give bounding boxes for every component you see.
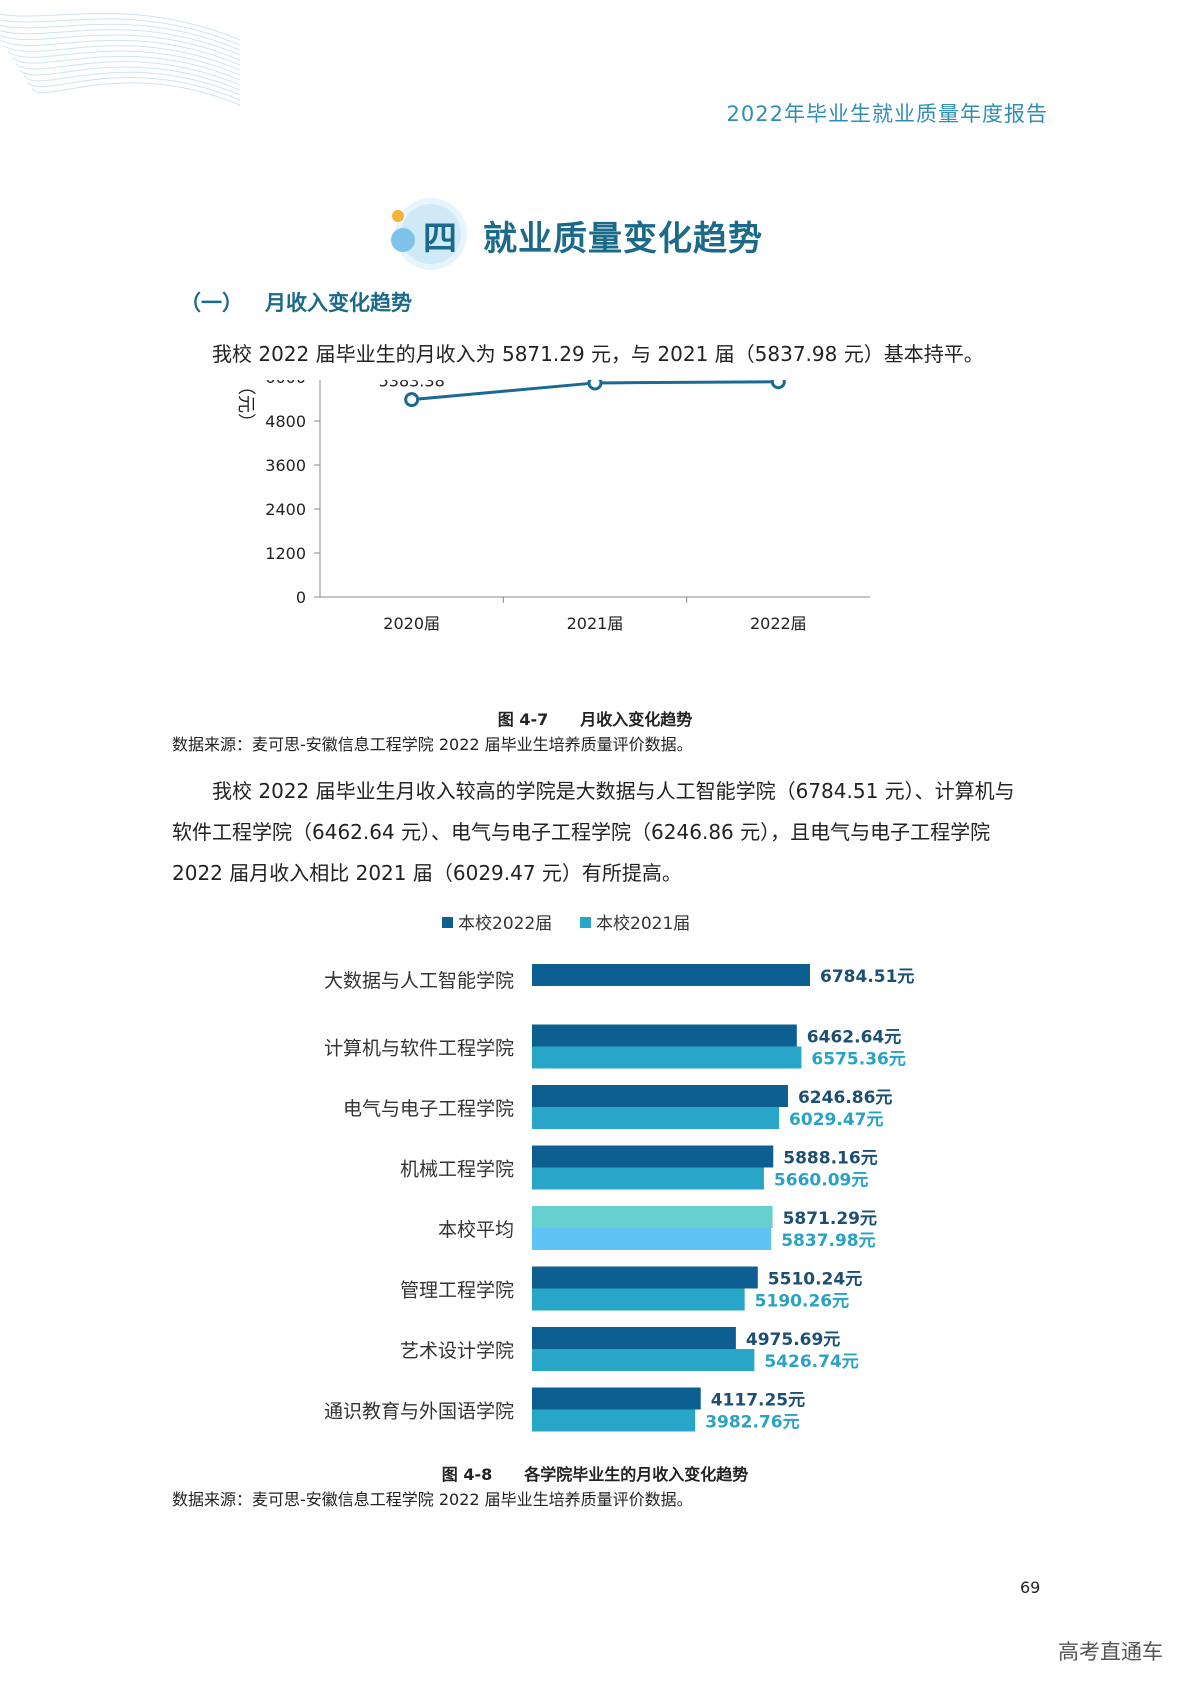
report-header-title: 2022年毕业生就业质量年度报告: [726, 102, 1048, 126]
legend-label-2021: 本校2021届: [596, 914, 690, 934]
wave-line: [0, 13, 240, 41]
category-label: 计算机与软件工程学院: [324, 1038, 514, 1060]
wave-line: [0, 39, 240, 66]
wave-line: [0, 23, 240, 51]
page-number: 69: [1020, 1578, 1041, 1597]
bar-label-2022: 6784.51元: [820, 967, 914, 987]
section-title: 就业质量变化趋势: [483, 218, 763, 259]
bar-label-2021: 5837.98元: [781, 1231, 875, 1251]
bar-label-2022: 6462.64元: [807, 1028, 901, 1048]
bar-2021: [532, 1046, 802, 1069]
category-label: 机械工程学院: [400, 1159, 514, 1181]
paragraph-college-line3: 2022 届月收入相比 2021 届（6029.47 元）有所提高。: [172, 861, 682, 885]
wave-line: [23, 71, 240, 96]
x-tick-label: 2021届: [567, 614, 624, 633]
y-tick-label: 1200: [265, 544, 306, 563]
figure-4-7-source: 数据来源：麦可思-安徽信息工程学院 2022 届毕业生培养质量评价数据。: [172, 735, 693, 754]
legend: 本校2022届 本校2021届: [442, 914, 690, 934]
wave-line: [3, 45, 240, 71]
x-tick-label: 2020届: [383, 614, 440, 633]
data-label: 5383.38: [379, 380, 445, 391]
bar-label-2021: 5190.26元: [755, 1292, 849, 1312]
data-point: [404, 392, 420, 408]
legend-swatch-2022: [442, 917, 453, 928]
bar-2021: [532, 1288, 745, 1311]
bar-label-2021: 3982.76元: [705, 1413, 799, 1433]
bar-2022: [532, 1327, 736, 1349]
bar-2022: [532, 1387, 701, 1410]
section-number: 四: [423, 218, 457, 259]
wave-line: [31, 82, 240, 106]
subsection-title: 月收入变化趋势: [265, 291, 412, 315]
category-label: 艺术设计学院: [400, 1340, 514, 1362]
bar-2021: [532, 1409, 696, 1432]
legend-swatch-2021: [580, 917, 591, 928]
bar-2022: [532, 1206, 773, 1228]
paragraph-college-line1: 我校 2022 届毕业生月收入较高的学院是大数据与人工智能学院（6784.51 …: [212, 779, 1015, 803]
bar-2022: [532, 1085, 788, 1107]
bar-label-2021: 5660.09元: [774, 1171, 868, 1191]
subsection-heading: （一） 月收入变化趋势: [180, 287, 412, 317]
y-tick-label: 4800: [265, 412, 306, 431]
category-label: 本校平均: [438, 1219, 514, 1241]
bar-label-2021: 6029.47元: [789, 1110, 883, 1130]
data-point: [587, 380, 603, 391]
bar-label-2021: 6575.36元: [811, 1050, 905, 1070]
bar-2022: [532, 1024, 797, 1047]
wave-line: [11, 55, 240, 81]
category-label: 大数据与人工智能学院: [324, 970, 514, 992]
y-tick-label: 0: [296, 588, 306, 607]
wave-line: [15, 61, 240, 86]
decorative-wave-lines: [0, 13, 240, 106]
y-tick-label: 2400: [265, 500, 306, 519]
wave-line: [0, 29, 240, 56]
bar-2021: [532, 1228, 772, 1250]
paragraph-college-line2: 软件工程学院（6462.64 元）、电气与电子工程学院（6246.86 元），且…: [172, 820, 991, 844]
figure-4-8-source: 数据来源：麦可思-安徽信息工程学院 2022 届毕业生培养质量评价数据。: [172, 1490, 693, 1509]
bar-label-2022: 5888.16元: [783, 1149, 877, 1169]
watermark: 高考直通车: [1058, 1640, 1163, 1664]
x-tick-label: 2022届: [750, 614, 807, 633]
bar-label-2022: 5510.24元: [768, 1270, 862, 1290]
bar-label-2021: 5426.74元: [764, 1352, 858, 1372]
bar-2021: [532, 1349, 755, 1371]
category-label: 电气与电子工程学院: [343, 1098, 514, 1120]
bar-2021: [532, 1107, 780, 1129]
figure-4-8-caption: 图 4-8 各学院毕业生的月收入变化趋势: [441, 1465, 749, 1484]
section-bubble-icon: [391, 198, 467, 270]
bar-label-2022: 6246.86元: [798, 1088, 892, 1108]
wave-line: [19, 66, 240, 91]
figure-4-7-caption: 图 4-7 月收入变化趋势: [497, 710, 693, 729]
legend-label-2022: 本校2022届: [458, 914, 552, 934]
wave-line: [0, 34, 240, 61]
bar-2022: [532, 964, 810, 986]
y-axis-label: （元）: [235, 380, 256, 431]
category-label: 管理工程学院: [400, 1280, 514, 1302]
y-tick-label: 3600: [265, 456, 306, 475]
wave-line: [7, 50, 240, 76]
bar-label-2022: 5871.29元: [783, 1209, 877, 1229]
category-label: 通识教育与外国语学院: [324, 1401, 514, 1423]
subsection-index: （一）: [180, 291, 243, 315]
paragraph-summary: 我校 2022 届毕业生的月收入为 5871.29 元，与 2021 届（583…: [212, 342, 984, 366]
bar-2022: [532, 1266, 758, 1289]
monthly-income-line-chart: 012002400360048006000（元）5383.382020届5837…: [235, 380, 870, 633]
bar-2021: [532, 1167, 764, 1190]
bar-label-2022: 4975.69元: [746, 1330, 840, 1350]
section-heading: 四 就业质量变化趋势: [385, 198, 763, 270]
bar-label-2022: 4117.25元: [711, 1391, 805, 1411]
data-point: [770, 380, 786, 390]
y-tick-label: 6000: [265, 380, 306, 387]
wave-line: [0, 18, 240, 46]
bar-2022: [532, 1145, 774, 1168]
wave-line: [27, 77, 240, 101]
